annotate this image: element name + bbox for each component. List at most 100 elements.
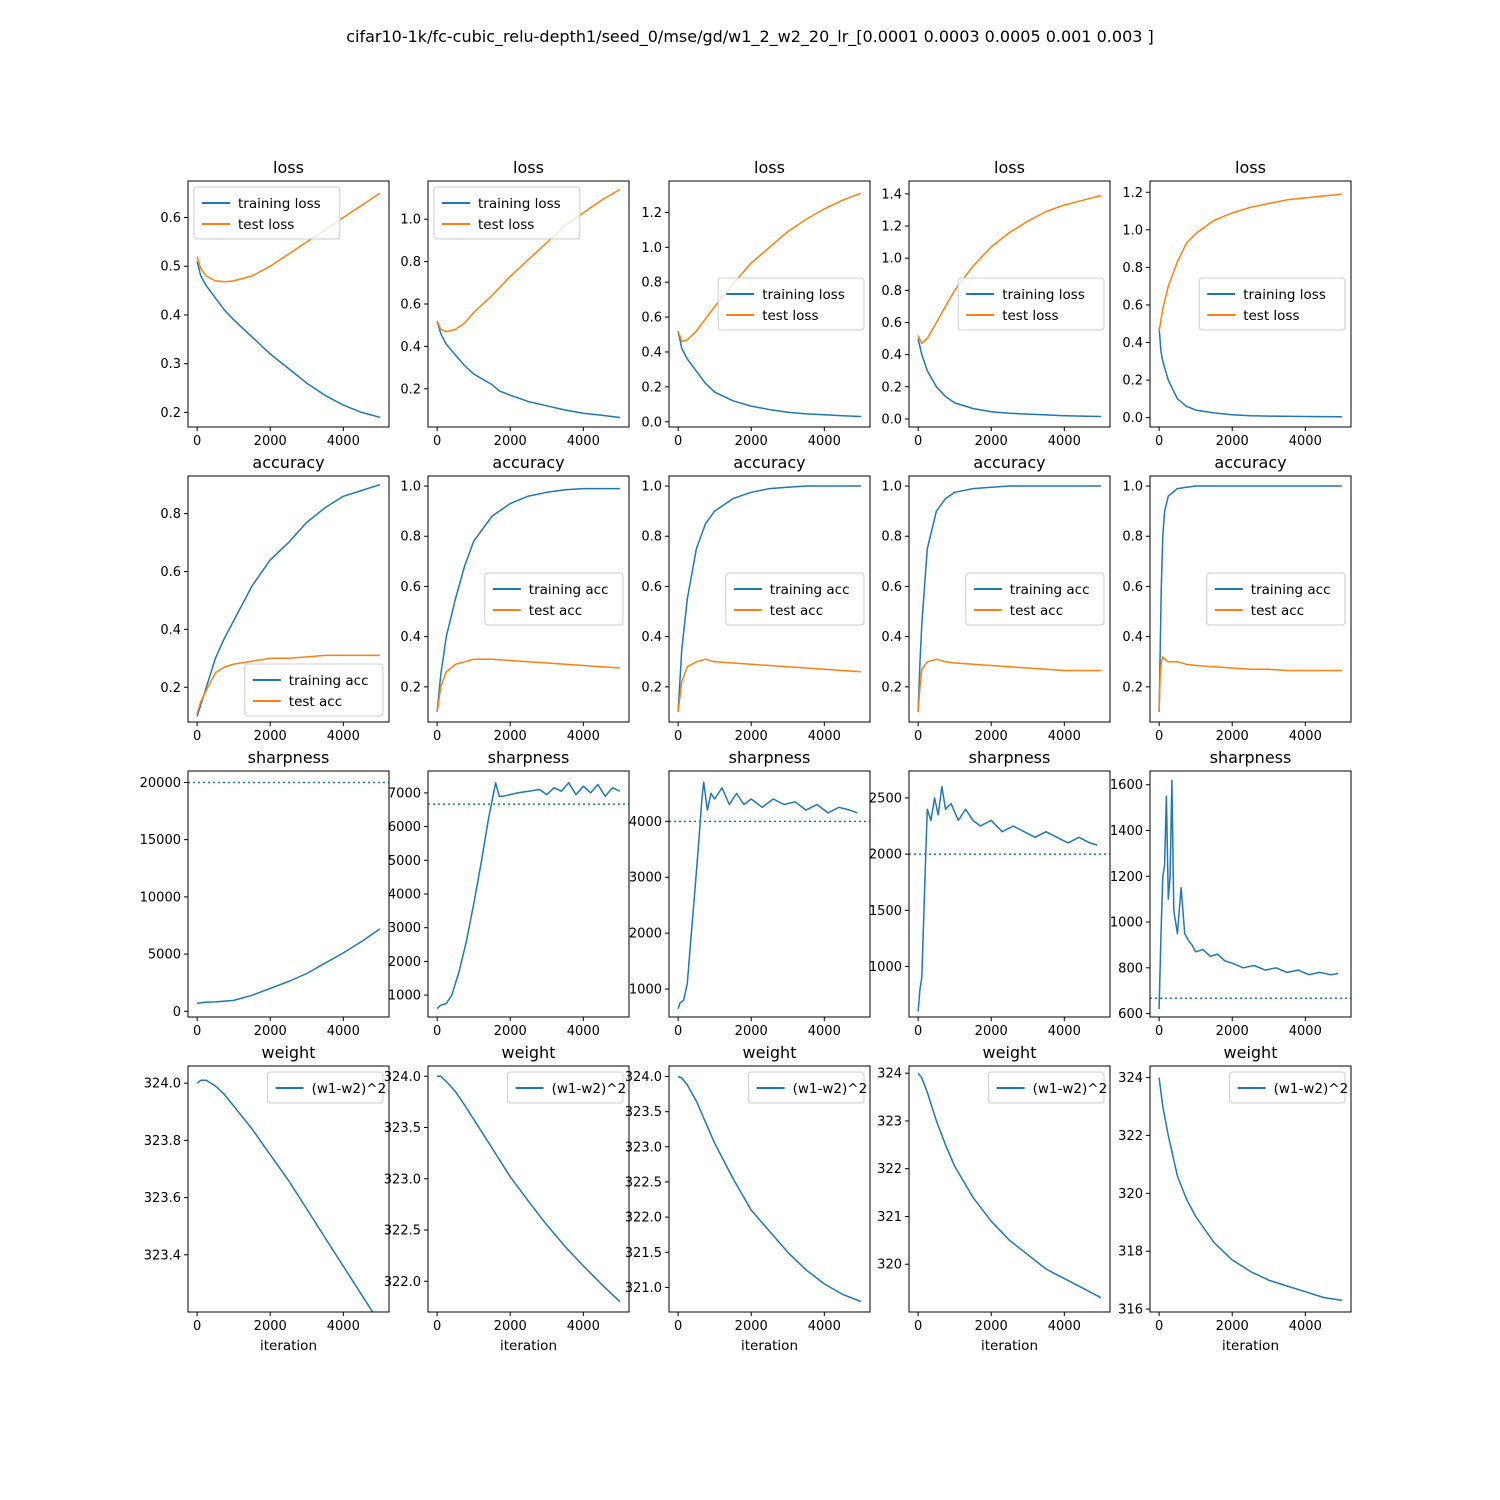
y-tick-label: 0.4 — [160, 623, 181, 638]
legend: (w1-w2)^2 — [988, 1071, 1108, 1104]
y-tick-label: 0.4 — [1122, 630, 1143, 645]
legend-label: training acc — [289, 673, 369, 689]
subplot-3-1: sharpness 0 2000 4000 0 5000 10000 15000 20000 — [140, 748, 390, 1039]
y-tick-label: 1.0 — [400, 213, 421, 228]
y-tick-label: 6000 — [388, 820, 421, 835]
legend: training acc test acc — [965, 572, 1105, 626]
x-tick-label: 0 — [433, 1319, 441, 1334]
axes-frame — [908, 1065, 1111, 1313]
y-tick-label: 0.8 — [400, 255, 421, 270]
series-line-training-loss — [1158, 327, 1342, 418]
y-tick-label: 2500 — [869, 791, 902, 806]
y-tick-label: 0.2 — [881, 380, 902, 395]
legend-box — [965, 572, 1105, 626]
x-tick-label: 0 — [1155, 1024, 1163, 1039]
y-tick-label: 1400 — [1110, 824, 1143, 839]
x-tick-label: 4000 — [327, 1024, 360, 1039]
legend-label: test acc — [770, 603, 823, 619]
axes-frame — [908, 475, 1111, 723]
y-tick-label: 0.2 — [1122, 374, 1143, 389]
x-tick-label: 2000 — [975, 434, 1008, 449]
legend-label: training loss — [478, 196, 561, 212]
y-tick-label: 600 — [1118, 1007, 1143, 1022]
legend: training acc test acc — [484, 572, 624, 626]
axes-frame — [908, 180, 1111, 428]
legend: training loss test loss — [717, 277, 865, 331]
subplot-title: loss — [994, 158, 1025, 177]
y-tick-label: 0.5 — [160, 260, 181, 275]
axes-frame — [668, 1065, 871, 1313]
legend-box — [957, 277, 1105, 331]
subplot-2-1: accuracy 0 2000 4000 0.2 0.4 0.6 0.8 training ac… — [160, 453, 390, 744]
subplot-title: accuracy — [252, 453, 324, 472]
axes-frame — [187, 770, 390, 1018]
axes-frame — [187, 180, 390, 428]
y-tick-label: 1600 — [1110, 778, 1143, 793]
y-tick-label: 0.4 — [1122, 336, 1143, 351]
series-line-sharpness — [436, 782, 621, 1010]
legend: (w1-w2)^2 — [748, 1071, 867, 1104]
legend-label: (w1-w2)^2 — [1274, 1081, 1349, 1097]
series-line-training-acc — [917, 485, 1101, 713]
y-tick-label: 322 — [877, 1162, 902, 1177]
legend-box — [244, 663, 384, 717]
series-line-training-acc — [436, 487, 620, 713]
subplot-2-2: accuracy 0 2000 4000 0.2 0.4 0.6 0.8 1.0 training… — [400, 453, 630, 744]
y-tick-label: 5000 — [148, 948, 181, 963]
legend-label: (w1-w2)^2 — [1033, 1081, 1108, 1097]
legend-label: test loss — [762, 308, 818, 324]
legend-label: test loss — [1243, 308, 1299, 324]
x-tick-label: 2000 — [494, 729, 527, 744]
legend-box — [988, 1071, 1105, 1104]
x-tick-label: 4000 — [808, 1319, 841, 1334]
x-tick-label: 2000 — [254, 434, 287, 449]
subplot-2-5: accuracy 0 2000 4000 0.2 0.4 0.6 0.8 1.0 training… — [1122, 453, 1352, 744]
x-tick-label: 4000 — [1048, 1024, 1081, 1039]
y-tick-label: 0.2 — [160, 681, 181, 696]
y-tick-label: 1.2 — [1122, 186, 1143, 201]
y-tick-label: 318 — [1118, 1245, 1143, 1260]
y-tick-label: 1.0 — [881, 252, 902, 267]
subplot-1-1: loss 0 2000 4000 0.2 0.3 0.4 0.5 0.6 training los… — [160, 158, 390, 449]
x-tick-label: 0 — [674, 729, 682, 744]
legend-label: training acc — [529, 582, 609, 598]
legend-label: test acc — [529, 603, 582, 619]
x-tick-label: 0 — [433, 434, 441, 449]
legend-label: training loss — [1243, 287, 1326, 303]
series-line-sharpness — [197, 928, 381, 1005]
x-axis-label: iteration — [260, 1338, 317, 1354]
legend-box — [267, 1071, 384, 1104]
x-tick-label: 4000 — [567, 1319, 600, 1334]
x-tick-label: 2000 — [1216, 729, 1249, 744]
subplot-title: loss — [513, 158, 544, 177]
x-tick-label: 4000 — [1289, 1319, 1322, 1334]
subplot-title: weight — [262, 1043, 316, 1062]
axes-frame — [1149, 1065, 1352, 1313]
x-tick-label: 0 — [193, 729, 201, 744]
legend: (w1-w2)^2 — [1229, 1071, 1349, 1104]
subplot-1-2: loss 0 2000 4000 0.2 0.4 0.6 0.8 1.0 training los… — [400, 158, 630, 449]
series-line-sharpness — [917, 785, 1098, 1012]
subplot-title: accuracy — [973, 453, 1045, 472]
y-tick-label: 3000 — [629, 871, 662, 886]
subplot-2-3: accuracy 0 2000 4000 0.2 0.4 0.6 0.8 1.0 training… — [641, 453, 871, 744]
x-tick-label: 0 — [1155, 729, 1163, 744]
y-tick-label: 1.4 — [881, 187, 902, 202]
x-tick-label: 2000 — [975, 729, 1008, 744]
y-tick-label: 1000 — [629, 983, 662, 998]
legend: training loss test loss — [957, 277, 1105, 331]
legend: training loss test loss — [1198, 277, 1346, 331]
y-tick-label: 0.8 — [400, 530, 421, 545]
subplot-title: weight — [743, 1043, 797, 1062]
y-tick-label: 323.5 — [625, 1105, 662, 1120]
y-tick-label: 322 — [1118, 1129, 1143, 1144]
y-tick-label: 322.0 — [384, 1275, 421, 1290]
y-tick-label: 1.0 — [1122, 223, 1143, 238]
y-tick-label: 0.2 — [400, 680, 421, 695]
subplot-title: loss — [1235, 158, 1266, 177]
y-tick-label: 320 — [1118, 1187, 1143, 1202]
series-line--w1-w2-2 — [677, 1075, 862, 1303]
legend-label: training loss — [238, 196, 321, 212]
y-tick-label: 316 — [1118, 1303, 1143, 1318]
